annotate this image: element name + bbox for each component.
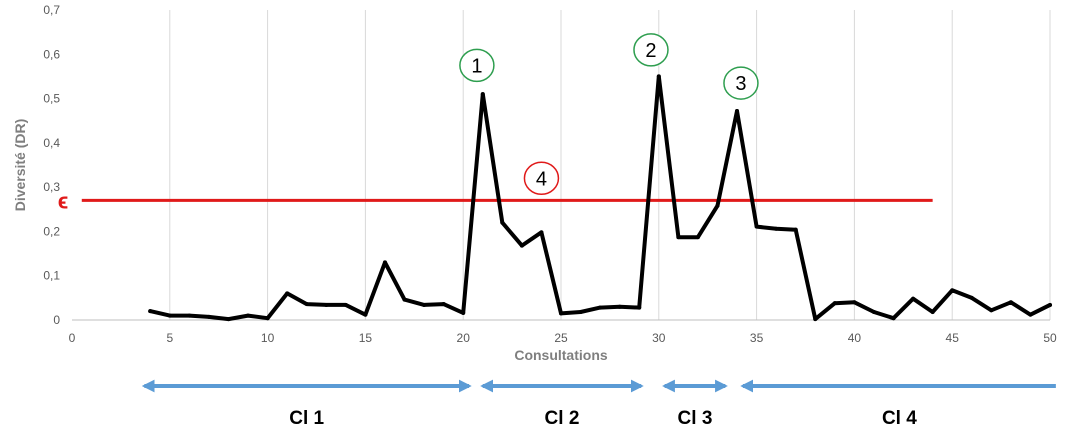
data-point <box>774 226 779 231</box>
data-point <box>480 92 485 97</box>
cluster-label-4: Cl 4 <box>882 408 917 429</box>
data-point <box>871 310 876 315</box>
x-tick-label: 50 <box>1043 331 1057 345</box>
data-point <box>989 308 994 313</box>
data-point <box>637 305 642 310</box>
annotation-label-3: 3 <box>735 73 746 95</box>
data-point <box>911 296 916 301</box>
x-tick-label: 25 <box>554 331 568 345</box>
data-point <box>754 224 759 229</box>
data-point <box>402 297 407 302</box>
x-tick-label: 15 <box>359 331 373 345</box>
cluster-label-1: Cl 1 <box>289 408 324 429</box>
data-point <box>598 305 603 310</box>
cluster-label-3: Cl 3 <box>678 408 713 429</box>
y-tick-label: 0 <box>53 313 60 327</box>
y-tick-label: 0,4 <box>43 136 60 150</box>
data-point <box>891 316 896 321</box>
x-tick-label: 10 <box>261 331 275 345</box>
data-point <box>500 220 505 225</box>
data-point <box>304 302 309 307</box>
data-point <box>617 304 622 309</box>
x-tick-label: 0 <box>69 331 76 345</box>
y-tick-label: 0,7 <box>43 3 60 17</box>
cluster-label-2: Cl 2 <box>545 408 580 429</box>
data-point <box>578 310 583 315</box>
data-point <box>519 243 524 248</box>
data-point <box>246 313 251 318</box>
data-point <box>813 317 818 322</box>
data-point <box>1008 300 1013 305</box>
data-point <box>559 311 563 316</box>
x-tick-label: 45 <box>946 331 960 345</box>
data-point <box>461 310 466 315</box>
y-tick-label: 0,3 <box>43 180 60 194</box>
data-point <box>715 203 720 208</box>
data-point <box>148 309 153 314</box>
data-point <box>852 300 857 305</box>
data-point <box>285 291 290 296</box>
data-point <box>969 295 974 300</box>
data-point <box>676 235 681 240</box>
y-axis-title: Diversité (DR) <box>12 119 28 212</box>
annotation-label-2: 2 <box>645 40 656 62</box>
data-point <box>206 314 211 319</box>
y-tick-label: 0,6 <box>43 47 60 61</box>
data-point <box>1048 302 1052 307</box>
data-point <box>441 302 446 307</box>
data-point <box>832 301 837 306</box>
data-point <box>422 302 427 307</box>
x-tick-label: 40 <box>848 331 862 345</box>
series-line <box>148 74 1052 322</box>
x-tick-label: 5 <box>166 331 173 345</box>
x-tick-label: 20 <box>457 331 471 345</box>
data-point <box>226 317 231 322</box>
y-tick-label: 0,2 <box>43 224 60 238</box>
data-point <box>187 313 192 318</box>
annotation-circle-2 <box>633 33 669 67</box>
data-point <box>695 235 700 240</box>
data-point <box>343 302 348 307</box>
x-axis-title: Consultations <box>514 347 608 363</box>
data-point <box>735 108 740 113</box>
annotation-circle-1 <box>459 48 495 83</box>
data-point <box>950 288 955 293</box>
data-point <box>1028 312 1033 317</box>
data-point <box>167 313 172 318</box>
data-point <box>265 316 270 321</box>
threshold-symbol: ϵ <box>58 188 69 213</box>
annotation-circle-4 <box>523 161 560 196</box>
data-point <box>930 310 935 315</box>
annotation-circle-3 <box>723 66 759 100</box>
data-point <box>324 302 329 307</box>
data-point <box>363 312 368 317</box>
annotation-label-4: 4 <box>536 168 547 190</box>
y-tick-label: 0,5 <box>43 92 60 106</box>
data-point <box>539 230 544 235</box>
x-tick-label: 30 <box>652 331 666 345</box>
annotation-label-1: 1 <box>471 55 482 77</box>
data-point <box>656 74 661 79</box>
y-tick-label: 0,1 <box>43 269 60 283</box>
x-tick-label: 35 <box>750 331 764 345</box>
data-point <box>793 227 798 232</box>
data-point <box>382 260 387 265</box>
